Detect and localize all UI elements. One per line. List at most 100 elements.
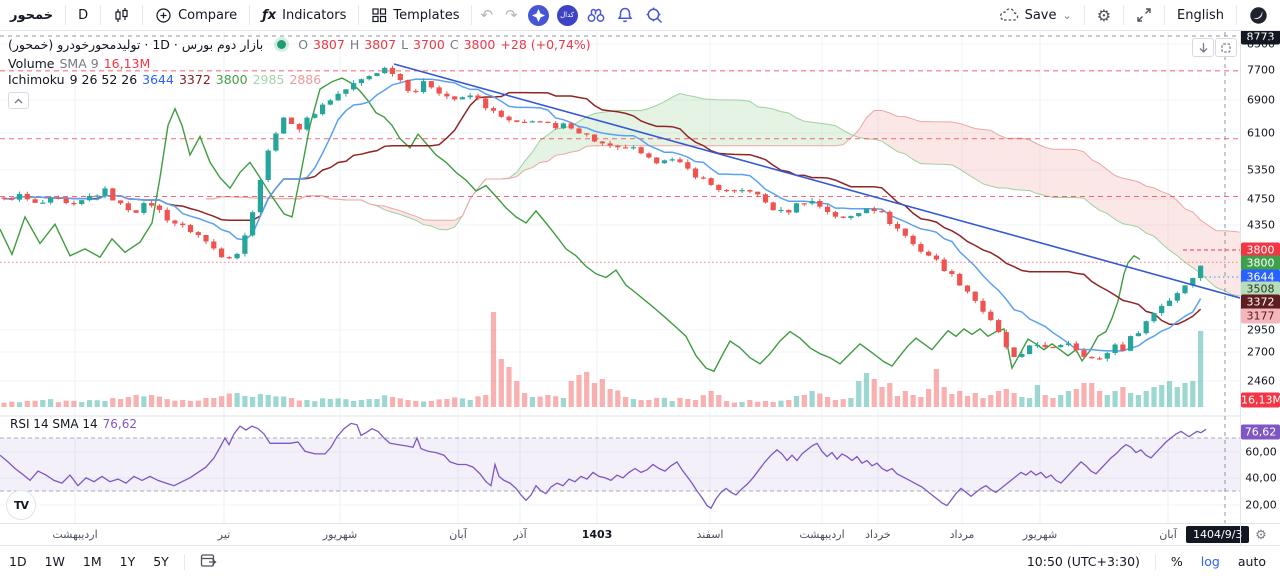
- binoculars-icon[interactable]: [586, 5, 607, 26]
- separator: [358, 5, 360, 25]
- scroll-to-recent-button[interactable]: [1192, 38, 1214, 57]
- high-value: 3807: [364, 37, 397, 52]
- pane-maximize-button[interactable]: [1215, 38, 1237, 57]
- price-scale-label: 60,00: [1245, 445, 1277, 459]
- scale-controls-group: 10:50 (UTC+3:30) % log auto: [1018, 546, 1280, 576]
- time-axis-tick: اردیبهشت: [799, 528, 845, 541]
- range-button-1m[interactable]: 1M: [82, 554, 102, 569]
- time-axis-tick: خرداد: [865, 528, 891, 541]
- language-button[interactable]: English: [1177, 7, 1224, 23]
- price-scale[interactable]: 8773 8500 7700 6900 6100 5350 4750 4350 2950 270…: [1240, 29, 1280, 523]
- fullscreen-button[interactable]: [1126, 3, 1162, 27]
- tv-logo-glyph: TV: [13, 498, 29, 512]
- indicators-label: Indicators: [282, 7, 347, 23]
- tse-market-icon[interactable]: [527, 4, 549, 26]
- price-scale-label: 6100: [1247, 126, 1275, 140]
- range-button-1w[interactable]: 1W: [44, 554, 65, 569]
- pane-collapse-button[interactable]: [8, 92, 29, 109]
- crosshair-price-badge: 8773: [1241, 29, 1280, 45]
- price-scale-label: 4750: [1247, 192, 1275, 206]
- goto-date-button[interactable]: [191, 552, 226, 571]
- separator: [1154, 553, 1156, 570]
- price-scale-label: 20,00: [1245, 498, 1277, 512]
- separator: [1236, 5, 1237, 25]
- rsi-pane: [0, 422, 1240, 510]
- tradingview-logo[interactable]: TV: [6, 490, 36, 520]
- price-badge: 76,62: [1241, 424, 1280, 440]
- symbol-search-button[interactable]: خمحور: [10, 7, 54, 23]
- settings-button[interactable]: ⚙: [1087, 3, 1121, 27]
- undo-button[interactable]: ↶: [480, 6, 494, 24]
- symbol-title: بازار دوم بورس · 1D · تولیدمحورخودرو (خم…: [8, 37, 264, 52]
- horizontal-level-lines[interactable]: [0, 70, 1240, 263]
- auto-scale-button[interactable]: auto: [1237, 554, 1266, 569]
- bottom-toolbar: 1D 1W 1M 1Y 5Y 10:50 (UTC+3:30) % log auto: [0, 545, 1280, 576]
- compare-button[interactable]: Compare: [145, 3, 247, 27]
- save-button[interactable]: Save ⌄: [989, 3, 1082, 27]
- tenkan-sen-line: [3, 78, 1202, 352]
- templates-button[interactable]: Templates: [361, 3, 469, 27]
- separator: [142, 5, 144, 25]
- time-axis-tick: آذر: [513, 528, 527, 541]
- save-label: Save: [1024, 7, 1057, 23]
- ichimoku-value: 2985: [252, 72, 285, 87]
- chart-type-button[interactable]: [103, 3, 140, 27]
- gear-icon: ⚙: [1096, 5, 1112, 25]
- toolbar-right-group: Save ⌄ ⚙ English: [989, 0, 1280, 30]
- ichimoku-value: 3372: [178, 72, 211, 87]
- time-axis-tick: شهریور: [322, 528, 358, 541]
- log-scale-button[interactable]: log: [1200, 554, 1220, 569]
- range-button-1y[interactable]: 1Y: [119, 554, 136, 569]
- zoom-search-icon[interactable]: [644, 5, 665, 26]
- high-label: H: [349, 37, 360, 52]
- top-toolbar: خمحور D Compare: [0, 0, 1280, 31]
- rsi-label: RSI 14 SMA 14: [10, 417, 98, 431]
- indicators-button[interactable]: ƒx Indicators: [252, 3, 356, 27]
- percent-scale-button[interactable]: %: [1170, 554, 1183, 569]
- open-label: O: [298, 37, 309, 52]
- kijun-sen-line: [3, 91, 1202, 325]
- compare-plus-icon: [155, 7, 172, 24]
- trendline-drawing[interactable]: [393, 63, 1240, 299]
- time-axis-tick: اسفند: [696, 528, 724, 541]
- price-badge: 16,13M: [1241, 392, 1280, 408]
- time-axis-tick: تیر: [217, 528, 231, 541]
- fullscreen-icon: [1136, 7, 1152, 23]
- volume-legend-row[interactable]: Volume SMA 9 16,13M: [8, 56, 150, 71]
- range-button-1d[interactable]: 1D: [9, 554, 27, 569]
- ichimoku-cloud: [206, 92, 1240, 297]
- time-axis[interactable]: 1404/9/3 ⚙ اردیبهشت تیر شهریور آبان آذر 1403 ا…: [0, 523, 1280, 546]
- range-buttons: 1D 1W 1M 1Y 5Y: [0, 554, 178, 569]
- low-label: L: [401, 37, 409, 52]
- ichimoku-legend-row[interactable]: Ichimoku 9 26 52 26 3644 3372 3800 2985 2886: [8, 72, 326, 87]
- alert-bell-icon[interactable]: [615, 5, 636, 26]
- templates-grid-icon: [371, 7, 387, 23]
- price-badge: 3800: [1241, 242, 1280, 258]
- ichimoku-params: 9 26 52 26: [69, 72, 138, 87]
- time-axis-settings[interactable]: ⚙: [1240, 524, 1280, 546]
- clock-display[interactable]: 10:50 (UTC+3:30): [1026, 554, 1140, 569]
- range-group: 1D 1W 1M 1Y 5Y: [0, 546, 226, 576]
- open-value: 3807: [313, 37, 345, 52]
- separator: [249, 5, 251, 25]
- time-axis-tick: آبان: [1159, 528, 1177, 541]
- time-axis-tick: شهریور: [1022, 528, 1058, 541]
- ichimoku-label: Ichimoku: [8, 72, 65, 87]
- templates-label: Templates: [393, 7, 460, 23]
- theme-toggle-button[interactable]: [1239, 3, 1280, 27]
- price-scale-label: 40,00: [1245, 471, 1277, 485]
- price-badge: 3508: [1241, 281, 1280, 297]
- codal-icon[interactable]: كدال: [556, 4, 578, 26]
- rsi-legend-row[interactable]: RSI 14 SMA 14 76,62: [10, 417, 137, 431]
- dark-mode-icon: [1249, 6, 1268, 25]
- redo-button[interactable]: ↷: [505, 6, 518, 24]
- range-button-5y[interactable]: 5Y: [153, 554, 169, 569]
- candlestick-style-icon: [113, 7, 130, 24]
- chevron-down-icon: ⌄: [1062, 8, 1072, 22]
- interval-button[interactable]: D: [78, 7, 89, 23]
- main-legend-row[interactable]: بازار دوم بورس · 1D · تولیدمحورخودرو (خم…: [8, 37, 591, 52]
- price-scale-label: 2700: [1247, 345, 1275, 359]
- crosshair: [0, 32, 1240, 523]
- cloud-save-icon: [999, 7, 1019, 23]
